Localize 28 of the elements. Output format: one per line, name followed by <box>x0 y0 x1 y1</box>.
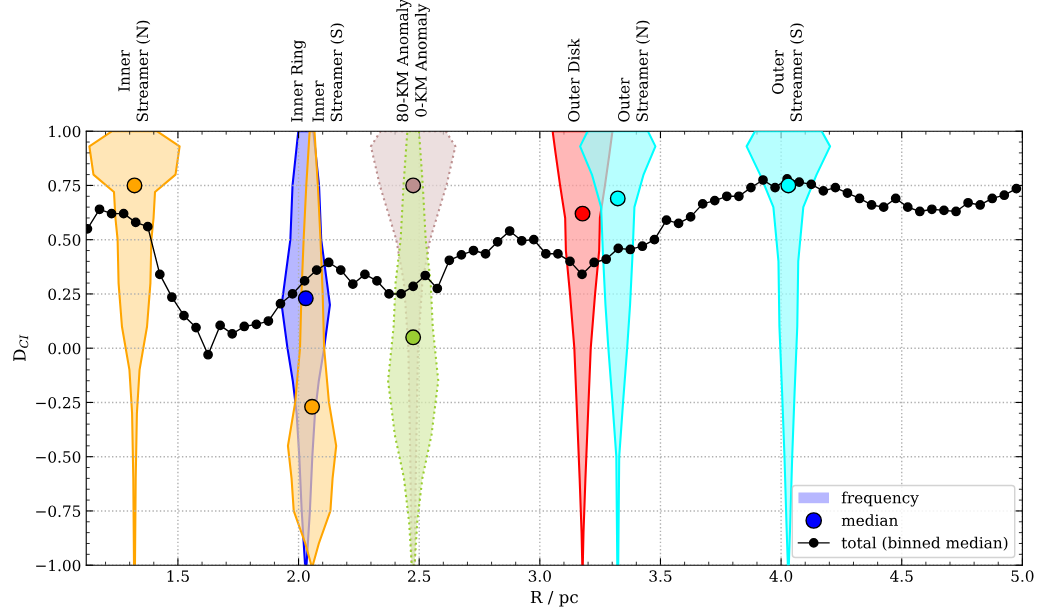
x-tick-label: 3.5 <box>649 570 672 582</box>
x-axis-title: R / pc <box>530 590 578 607</box>
text: Outer Streamer (S) <box>772 23 805 122</box>
y-tick-label: 0.75 <box>48 179 81 192</box>
legend-label: median <box>841 514 898 527</box>
x-tick-label: 5.0 <box>1011 570 1034 582</box>
y-tick-label: 0.25 <box>48 288 81 300</box>
y-tick-label: 1.00 <box>49 125 81 138</box>
x-tick-label: 1.5 <box>167 570 189 582</box>
y-tick-label: −0.50 <box>36 451 81 463</box>
text: Inner Streamer (S) <box>312 23 345 122</box>
text: Outer Disk <box>567 38 580 122</box>
x-tick-label: 4.0 <box>769 570 793 582</box>
text: Inner Ring <box>291 40 306 122</box>
y-tick-label: −1.00 <box>36 559 81 572</box>
x-tick-label: 3.0 <box>528 570 551 582</box>
x-tick-label: 2.5 <box>408 570 431 582</box>
y-tick-label: −0.75 <box>36 505 81 517</box>
text: Outer Streamer (N) <box>618 20 651 122</box>
text: Inner Streamer (N) <box>118 20 151 122</box>
legend-label: frequency <box>841 491 919 507</box>
x-tick-label: 4.5 <box>890 570 913 582</box>
legend-label: total (binned median) <box>841 536 1008 551</box>
x-tick-label: 2.0 <box>287 570 310 582</box>
y-tick-label: 0.50 <box>48 234 81 246</box>
y-tick-label: −0.25 <box>36 396 81 409</box>
y-axis-title: D$_{CI}$ <box>13 334 29 362</box>
y-tick-label: 0.00 <box>48 342 81 355</box>
